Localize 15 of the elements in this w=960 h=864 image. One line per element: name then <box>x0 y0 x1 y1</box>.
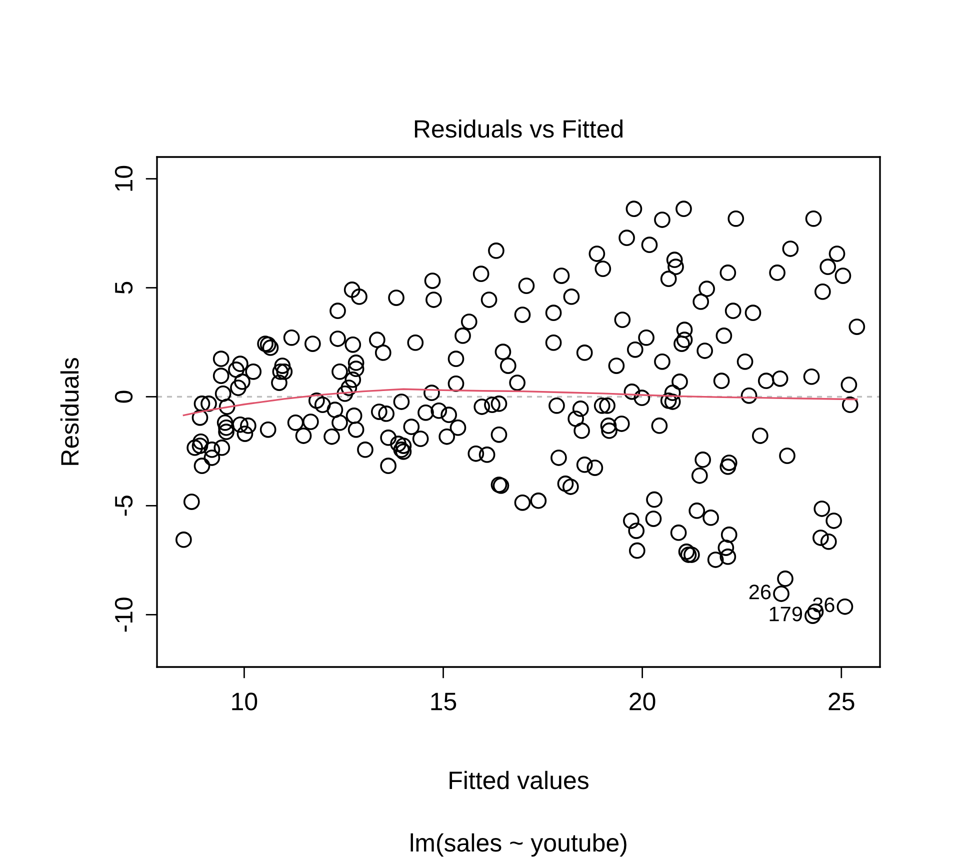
chart-title: Residuals vs Fitted <box>414 119 622 138</box>
y-tick-label: 5 <box>115 282 133 294</box>
annotation: 26 <box>749 584 771 600</box>
x-tick-label: 10 <box>232 692 258 710</box>
text: lm(sales ~ youtube) <box>410 833 626 857</box>
y-axis-title: Residuals <box>60 358 79 465</box>
annotation: 179 <box>770 606 802 622</box>
y-tick-label: 10 <box>114 166 133 191</box>
y-tick-label: -5 <box>115 496 133 516</box>
y-tick-label: -10 <box>114 598 133 632</box>
y-tick-label: 0 <box>114 390 133 403</box>
x-tick-label: 15 <box>431 692 456 710</box>
x-tick-label: 25 <box>828 692 854 710</box>
x-tick-label: 20 <box>630 692 656 710</box>
x-axis-title: Fitted values <box>450 770 588 790</box>
